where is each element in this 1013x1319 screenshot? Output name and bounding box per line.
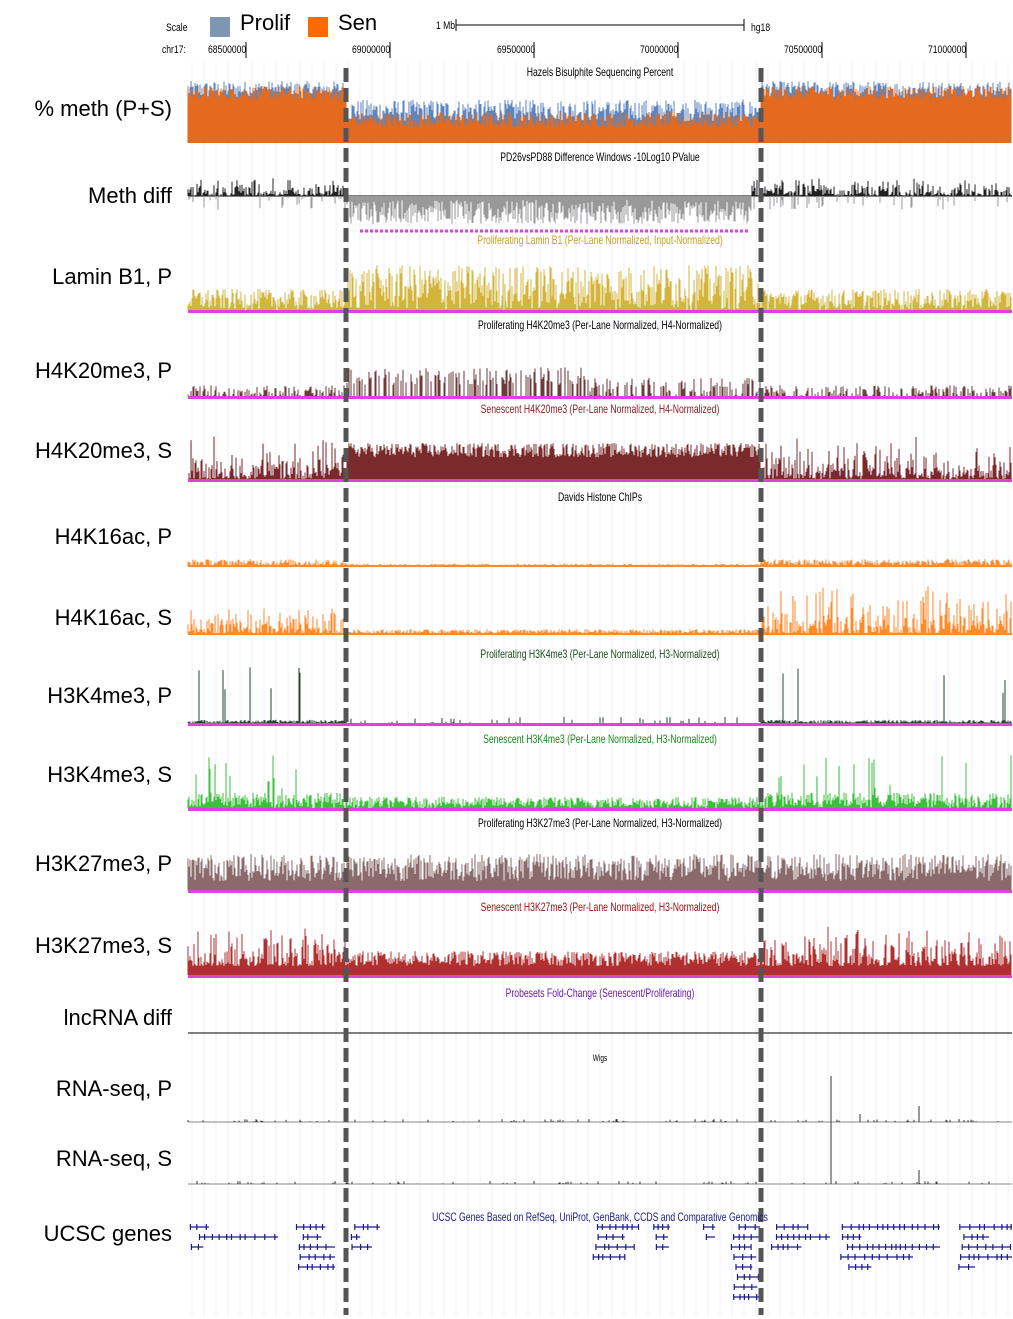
track-title-h3k4s: Senescent H3K4me3 (Per-Lane Normalized, … (483, 732, 717, 746)
legend-swatch-prolif (210, 17, 230, 37)
ruler-position: 68500000 (208, 44, 247, 56)
genes-signal (189, 1224, 1012, 1300)
track-label-rnas[interactable]: RNA-seq, S (55, 1146, 172, 1171)
track-label-meth[interactable]: % meth (P+S) (34, 96, 172, 121)
track-label-lncrna[interactable]: lncRNA diff (63, 1005, 172, 1030)
track-title-genes: UCSC Genes Based on RefSeq, UniProt, Gen… (432, 1210, 768, 1224)
track-title-h4k20p: Proliferating H4K20me3 (Per-Lane Normali… (478, 318, 722, 332)
track-label-h4k20s[interactable]: H4K20me3, S (35, 438, 172, 463)
ruler-position: 70000000 (640, 44, 679, 56)
track-label-h3k4p[interactable]: H3K4me3, P (47, 683, 172, 708)
ruler-scale-label: Scale (166, 22, 188, 34)
ruler-assembly: hg18 (751, 22, 771, 34)
ruler-scale-bar-label: 1 Mb (436, 20, 456, 32)
track-label-h4k20p[interactable]: H4K20me3, P (35, 358, 172, 383)
track-title-laminb1: Proliferating Lamin B1 (Per-Lane Normali… (477, 233, 723, 247)
legend-label-sen: Sen (338, 10, 378, 35)
h3k4s-signal (187, 755, 1012, 808)
ruler-position: 69500000 (497, 44, 536, 56)
track-title-wigs: Wigs (592, 1053, 608, 1063)
h3k27p-signal (187, 854, 1012, 890)
methdiff-down-signal (188, 196, 1008, 224)
rnas-signal (196, 1120, 990, 1184)
h3k4p-signal (187, 667, 1012, 723)
h4k20p-signal (187, 367, 1012, 396)
track-title-meth: Hazels Bisulphite Sequencing Percent (526, 65, 674, 79)
methdiff-up-signal (187, 177, 1012, 196)
track-label-h4k16p[interactable]: H4K16ac, P (54, 524, 172, 549)
ruler-chrom-label: chr17: (162, 44, 186, 56)
legend-swatch-sen (308, 17, 328, 37)
track-label-h4k16s[interactable]: H4K16ac, S (54, 605, 172, 630)
track-title-h3k27p: Proliferating H3K27me3 (Per-Lane Normali… (478, 816, 722, 830)
h3k27s-signal (187, 926, 1012, 975)
laminb1-signal (187, 265, 1012, 310)
h4k16s-signal (187, 586, 1012, 634)
track-label-rnap[interactable]: RNA-seq, P (55, 1076, 172, 1101)
h4k20s-signal (187, 436, 1012, 479)
track-title-methdiff: PD26vsPD88 Difference Windows -10Log10 P… (500, 150, 700, 164)
ruler-position: 71000000 (928, 44, 967, 56)
track-label-laminb1[interactable]: Lamin B1, P (52, 264, 172, 289)
ruler-position: 69000000 (352, 44, 391, 56)
track-title-h3k27s: Senescent H3K27me3 (Per-Lane Normalized,… (480, 900, 720, 914)
track-label-h3k27s[interactable]: H3K27me3, S (35, 933, 172, 958)
track-label-methdiff[interactable]: Meth diff (88, 183, 172, 208)
meth-sen-signal (187, 86, 1012, 143)
track-title-lncrna: Probesets Fold-Change (Senescent/Prolife… (505, 986, 695, 1000)
rnap-signal (187, 1076, 1003, 1122)
track-title-h4k16p: Davids Histone ChIPs (557, 490, 643, 504)
legend-label-prolif: Prolif (240, 10, 291, 35)
track-title-h3k4p: Proliferating H3K4me3 (Per-Lane Normaliz… (480, 647, 720, 661)
h4k16p-signal (187, 559, 1012, 566)
track-label-h3k27p[interactable]: H3K27me3, P (35, 851, 172, 876)
track-title-h4k20s: Senescent H4K20me3 (Per-Lane Normalized,… (480, 402, 720, 416)
ruler-position: 70500000 (784, 44, 823, 56)
track-label-genes[interactable]: UCSC genes (43, 1221, 172, 1246)
track-label-h3k4s[interactable]: H3K4me3, S (47, 762, 172, 787)
